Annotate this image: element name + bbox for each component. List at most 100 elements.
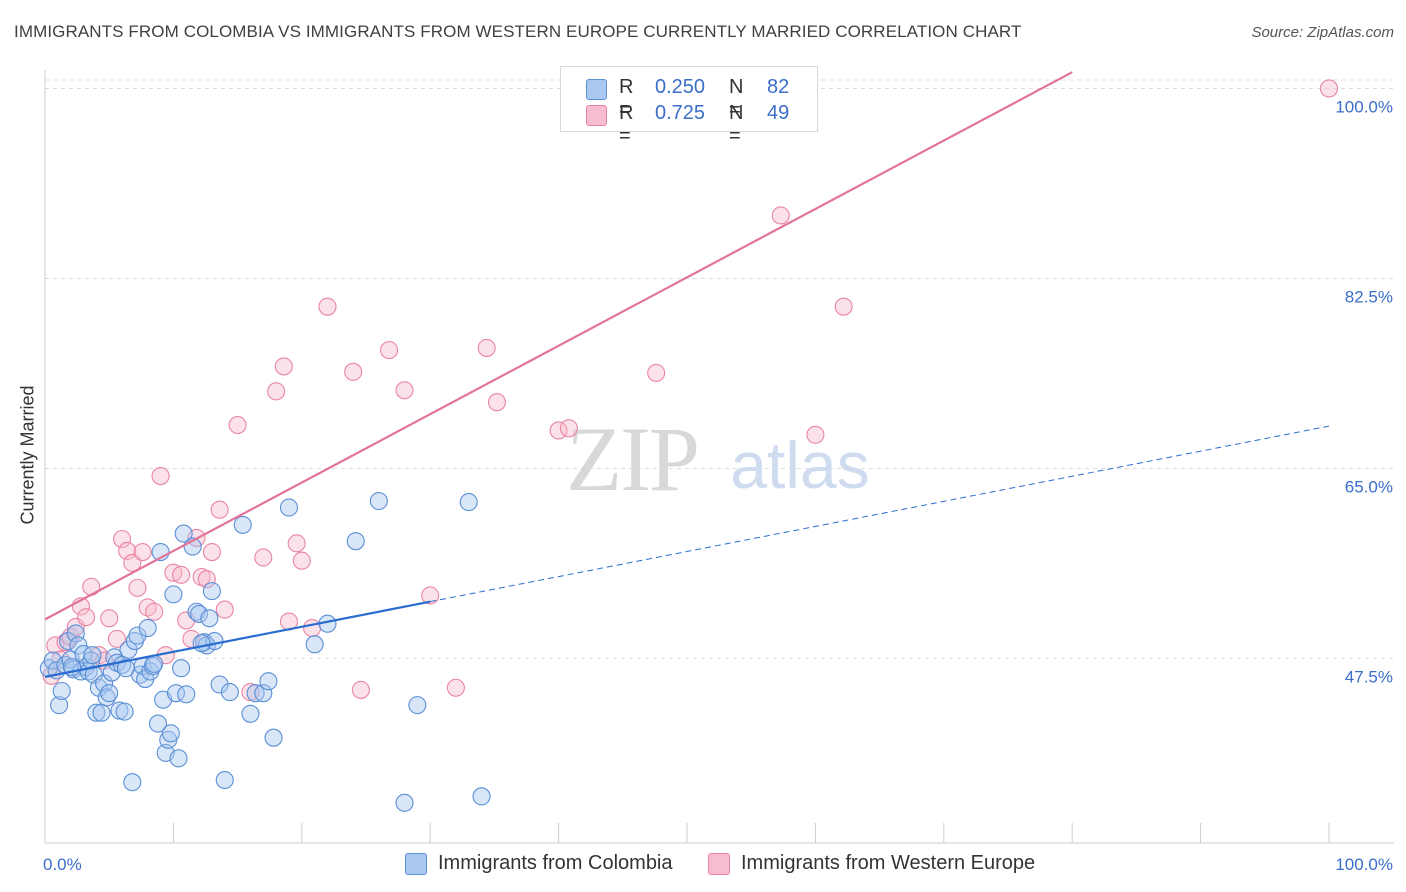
point-colombia (174, 524, 193, 543)
bottom-legend-swatch-western-europe (708, 853, 730, 875)
point-colombia (259, 672, 278, 691)
chart-title: IMMIGRANTS FROM COLOMBIA VS IMMIGRANTS F… (14, 22, 1022, 41)
point-western-europe (267, 382, 286, 401)
y-tick-label: 82.5% (1345, 287, 1393, 306)
point-colombia (246, 684, 265, 703)
point-western-europe (806, 425, 825, 444)
point-colombia (116, 659, 135, 678)
watermark: ZIP atlas (566, 408, 870, 510)
tick-labels: 47.5% 65.0% 82.5% 100.0% 0.0% 100.0% (43, 97, 1393, 874)
y-tick-label: 100.0% (1335, 97, 1393, 116)
point-colombia (138, 618, 157, 638)
point-western-europe (228, 415, 247, 435)
point-western-europe (100, 609, 119, 628)
point-colombia (190, 604, 209, 623)
point-colombia (128, 626, 147, 645)
legend-r-label: R = (619, 76, 634, 121)
point-colombia (202, 582, 221, 601)
point-western-europe (559, 419, 578, 438)
bottom-legend-swatch-colombia (405, 853, 427, 875)
point-western-europe (274, 357, 293, 376)
point-colombia (408, 696, 427, 715)
legend-swatch-colombia (586, 79, 607, 100)
point-colombia (472, 787, 491, 806)
point-colombia (254, 684, 273, 703)
y-tick-label: 65.0% (1345, 477, 1393, 496)
point-colombia (395, 793, 414, 812)
point-colombia (233, 515, 252, 534)
point-western-europe (1319, 79, 1339, 98)
x-tick-label: 0.0% (43, 855, 82, 874)
point-colombia (192, 634, 211, 653)
y-axis-label: Currently Married (17, 385, 38, 525)
point-western-europe (118, 541, 137, 561)
point-western-europe (202, 542, 221, 562)
point-colombia (215, 770, 234, 790)
x-tick-label: 100.0% (1335, 855, 1393, 874)
point-colombia (200, 609, 219, 628)
point-colombia (241, 704, 260, 723)
point-western-europe (210, 500, 229, 519)
point-western-europe (172, 565, 191, 584)
watermark-zip: ZIP (566, 408, 698, 510)
point-colombia (305, 635, 324, 654)
point-colombia (177, 685, 196, 704)
point-western-europe (112, 529, 132, 549)
point-colombia (92, 703, 111, 722)
point-colombia (87, 703, 106, 722)
point-western-europe (151, 466, 170, 486)
point-western-europe (344, 362, 363, 381)
point-colombia (459, 493, 478, 512)
point-western-europe (771, 206, 790, 225)
point-western-europe (380, 341, 399, 360)
legend-n-label: N = (729, 102, 744, 147)
point-western-europe (318, 297, 337, 316)
point-western-europe (303, 618, 322, 638)
bottom-legend-label: Immigrants from Colombia (438, 852, 673, 874)
legend-n-value: 82 (767, 76, 790, 98)
y-tick-label: 47.5% (1345, 667, 1393, 686)
legend-r-value: 0.725 (655, 102, 706, 124)
point-colombia (369, 491, 388, 511)
point-western-europe (287, 534, 306, 553)
trend-line-colombia-extension (430, 425, 1330, 603)
point-western-europe (254, 548, 273, 567)
point-colombia (145, 654, 164, 673)
point-colombia (220, 683, 239, 702)
point-western-europe (215, 600, 234, 619)
point-western-europe (446, 678, 465, 697)
point-colombia (100, 684, 119, 703)
point-western-europe (487, 393, 507, 412)
point-western-europe (197, 570, 216, 589)
grid-lines (45, 79, 1394, 659)
source-label: Source: ZipAtlas.com (1251, 24, 1394, 41)
legend-r-label: R = (619, 102, 634, 147)
correlation-legend: R = 0.250 N = 82 R = 0.725 N = 49 (560, 66, 818, 147)
watermark-atlas: atlas (730, 428, 869, 502)
bottom-legend-label: Immigrants from Western Europe (741, 852, 1036, 874)
point-western-europe (292, 551, 311, 570)
point-western-europe (395, 381, 414, 400)
point-colombia (59, 632, 78, 651)
point-western-europe (133, 542, 152, 562)
point-colombia (264, 728, 283, 747)
trend-line-western-europe (44, 71, 1073, 621)
point-western-europe (477, 338, 496, 357)
point-colombia (66, 624, 85, 643)
point-western-europe (351, 680, 370, 699)
point-western-europe (421, 586, 440, 605)
axes (44, 70, 1394, 844)
point-colombia (123, 773, 142, 792)
point-colombia (346, 532, 365, 551)
point-western-europe (834, 297, 853, 316)
point-colombia (115, 702, 134, 721)
point-western-europe (647, 363, 666, 382)
point-colombia (279, 498, 299, 517)
point-colombia (161, 724, 180, 743)
legend-r-value: 0.250 (655, 76, 706, 98)
point-colombia (69, 636, 88, 655)
legend-n-value: 49 (767, 102, 790, 124)
point-colombia (52, 681, 71, 701)
point-western-europe (128, 578, 147, 597)
